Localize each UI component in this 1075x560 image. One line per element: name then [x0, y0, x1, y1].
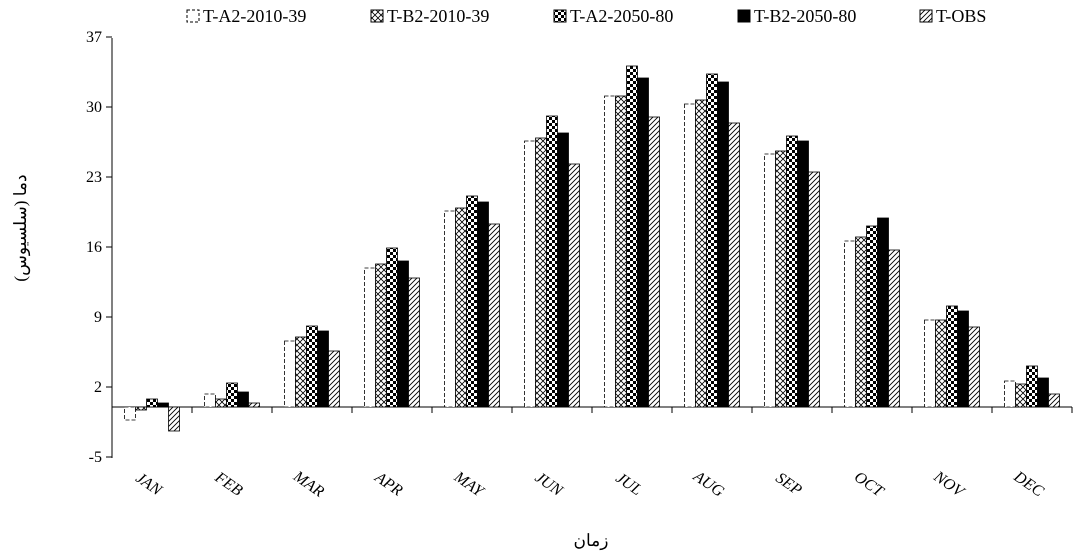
x-tick-label: SEP	[772, 469, 805, 499]
bar	[866, 225, 878, 408]
y-tick-label: -5	[89, 449, 102, 466]
bars	[124, 65, 1060, 432]
legend-swatch	[919, 9, 933, 23]
legend-swatch	[186, 9, 200, 23]
bar	[124, 406, 136, 421]
bar	[444, 210, 456, 408]
x-tick-label: JAN	[132, 469, 165, 499]
y-tick-label: 23	[86, 169, 102, 186]
legend-swatch	[553, 9, 567, 23]
bar	[557, 132, 569, 408]
bar	[717, 81, 729, 408]
legend-label: T-B2-2050-80	[754, 6, 856, 26]
bar	[775, 150, 787, 408]
bar	[1048, 393, 1060, 408]
bar	[684, 103, 696, 408]
bar	[615, 95, 627, 408]
y-tick-label: 37	[86, 29, 102, 46]
bar	[648, 116, 660, 408]
x-tick-label: JUL	[612, 469, 644, 499]
bar	[284, 340, 296, 408]
bar	[877, 217, 889, 408]
x-tick-label: APR	[371, 468, 406, 499]
bar	[477, 201, 489, 408]
legend-label: T-OBS	[936, 6, 986, 26]
bar	[946, 305, 958, 408]
legend-swatch	[737, 9, 751, 23]
bar	[146, 398, 158, 408]
bar	[488, 223, 500, 408]
bar	[1015, 383, 1027, 408]
bar	[764, 153, 776, 408]
bar	[328, 350, 340, 408]
bar	[924, 319, 936, 408]
bar	[204, 393, 216, 408]
bar	[306, 325, 318, 408]
bar	[168, 406, 180, 432]
legend-swatch	[370, 9, 384, 23]
bar	[466, 195, 478, 408]
bar	[797, 140, 809, 408]
bar	[135, 406, 147, 411]
x-tick-label: OCT	[851, 468, 887, 500]
bar	[695, 99, 707, 408]
x-tick-label: FEB	[211, 468, 246, 499]
x-tick-label: AUG	[689, 467, 727, 501]
bar	[226, 382, 238, 408]
bar	[524, 140, 536, 408]
y-tick-label: 16	[86, 239, 102, 256]
bar	[844, 240, 856, 408]
bar	[364, 267, 376, 408]
bar	[375, 263, 387, 408]
bar	[535, 137, 547, 408]
bar	[855, 236, 867, 408]
x-axis-title: زمان	[574, 531, 609, 551]
bar	[386, 247, 398, 408]
legend: T-A2-2010-39 T-B2-2010-39 T-A2-2050-80 T-B2…	[186, 6, 986, 26]
bar	[957, 310, 969, 408]
y-tick-label: 9	[94, 309, 102, 326]
bar	[1004, 380, 1016, 408]
x-tick-label: DEC	[1010, 468, 1047, 501]
x-tick-label: MAY	[450, 468, 488, 502]
legend-label: T-A2-2050-80	[570, 6, 673, 26]
bar	[1026, 365, 1038, 408]
bar	[397, 260, 409, 408]
legend-label: T-A2-2010-39	[203, 6, 306, 26]
bar	[888, 249, 900, 408]
bar	[215, 398, 227, 408]
x-tick-label: NOV	[930, 468, 969, 502]
bar	[237, 391, 249, 408]
x-tick-label: JUN	[532, 469, 567, 501]
bar	[455, 207, 467, 408]
bar	[728, 122, 740, 408]
bar	[295, 336, 307, 408]
bar	[248, 402, 260, 408]
bar	[408, 277, 420, 408]
bar	[808, 171, 820, 408]
bar	[157, 402, 169, 408]
bar	[786, 135, 798, 408]
bar	[317, 330, 329, 408]
bar	[568, 163, 580, 408]
bar	[626, 65, 638, 408]
y-tick-label: 2	[94, 379, 102, 396]
y-axis-title: دما (سلسيوس)	[11, 174, 31, 281]
bar	[935, 319, 947, 408]
y-tick-label: 30	[86, 99, 102, 116]
bar	[968, 326, 980, 408]
x-tick-label: MAR	[289, 467, 327, 500]
bar	[604, 95, 616, 408]
legend-label: T-B2-2010-39	[387, 6, 489, 26]
bar	[637, 77, 649, 408]
bar	[1037, 377, 1049, 408]
bar	[706, 73, 718, 408]
bar	[546, 115, 558, 408]
